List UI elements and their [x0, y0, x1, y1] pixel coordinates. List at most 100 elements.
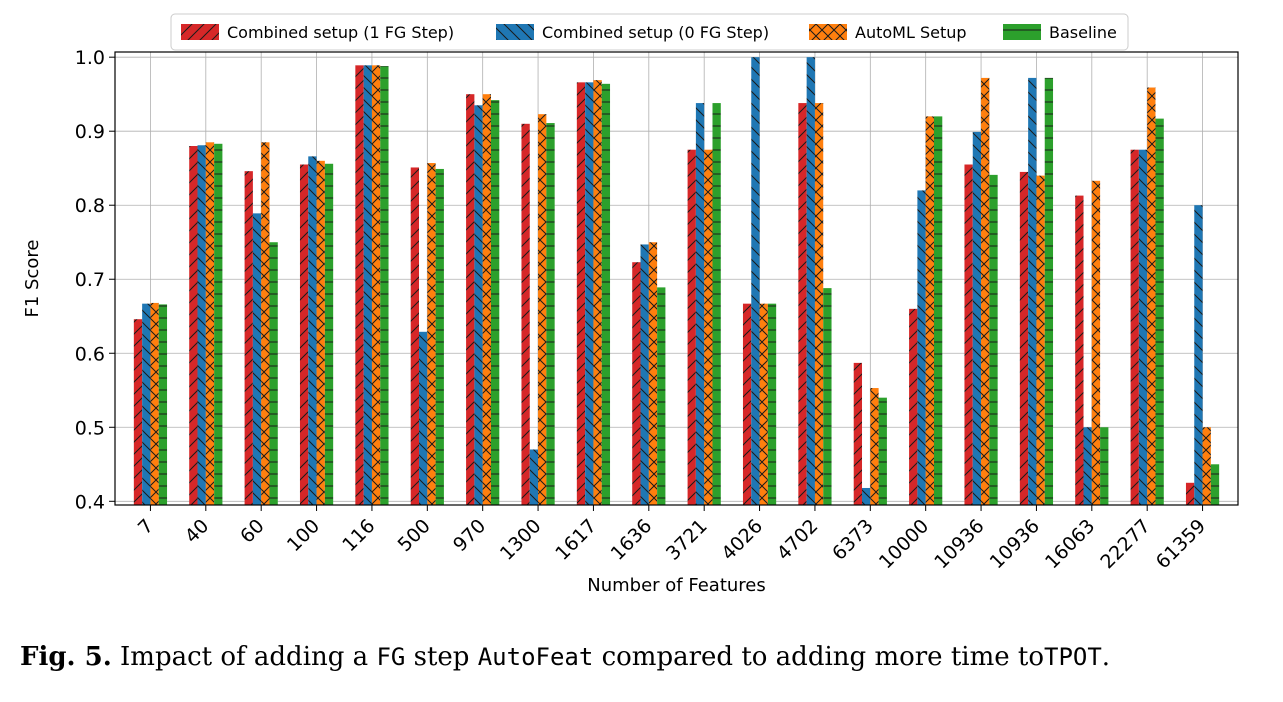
bar-combined-setup-1-fg-step [355, 65, 364, 505]
bar-baseline [324, 163, 334, 506]
bar-automl-setup [482, 94, 491, 506]
bar-combined-setup-1-fg-step [133, 319, 143, 505]
bars [133, 57, 1220, 506]
legend-swatch [181, 24, 219, 40]
bar-combined-setup-1-fg-step [742, 303, 752, 505]
x-tick-label: 40 [181, 515, 214, 548]
bar-combined-setup-0-fg-step [1083, 427, 1092, 505]
x-tick-label: 4026 [717, 515, 767, 565]
bar-automl-setup [1147, 87, 1156, 505]
bar-combined-setup-0-fg-step [252, 213, 262, 506]
x-tick-label: 1300 [496, 515, 546, 565]
x-tick-label: 116 [338, 515, 379, 556]
bar-automl-setup [1091, 180, 1101, 505]
bar-automl-setup [759, 303, 768, 505]
figure-caption: Fig. 5. Impact of adding a FG step AutoF… [20, 642, 1270, 672]
bar-automl-setup [427, 163, 436, 505]
bar-combined-setup-0-fg-step [640, 244, 649, 505]
legend-label: AutoML Setup [855, 23, 967, 42]
bar-automl-setup [981, 77, 990, 505]
legend-label: Baseline [1049, 23, 1117, 42]
bar-baseline [490, 100, 500, 506]
bar-baseline [1100, 427, 1109, 505]
bar-baseline [435, 168, 444, 505]
x-tick-label: 500 [394, 515, 435, 556]
bar-baseline [601, 83, 611, 505]
x-tick-label: 1617 [551, 515, 601, 565]
bar-baseline [1155, 118, 1164, 505]
bar-combined-setup-0-fg-step [1194, 205, 1203, 505]
y-axis-label: F1 Score [22, 240, 43, 318]
bar-combined-setup-0-fg-step [695, 103, 705, 505]
x-tick-label: 22277 [1096, 515, 1154, 573]
bar-automl-setup [261, 142, 270, 505]
bar-chart: 0.40.50.60.70.80.91.0 7 40 60 100 116 500 970 1… [22, 13, 1239, 596]
bar-automl-setup [316, 160, 325, 505]
bar-combined-setup-1-fg-step [1185, 482, 1195, 505]
bar-automl-setup [1202, 427, 1211, 505]
bar-baseline [214, 143, 223, 506]
bar-combined-setup-1-fg-step [189, 146, 198, 506]
x-tick-label: 6373 [828, 515, 878, 565]
bar-combined-setup-1-fg-step [853, 362, 863, 505]
bar-baseline [878, 397, 887, 505]
y-tick-label: 0.6 [75, 343, 105, 365]
y-tick-label: 0.7 [75, 269, 105, 291]
x-axis-ticks: 7 40 60 100 116 500 970 1300 1617 1636 3721 4026 470… [134, 505, 1210, 573]
bar-combined-setup-1-fg-step [576, 82, 586, 506]
bar-automl-setup [1036, 175, 1045, 506]
bar-combined-setup-0-fg-step [197, 145, 206, 505]
bar-baseline [158, 304, 168, 505]
bar-baseline [269, 242, 278, 505]
legend: Combined setup (1 FG Step) Combined setup… [170, 13, 1129, 51]
y-tick-label: 0.8 [75, 195, 105, 217]
bar-combined-setup-1-fg-step [632, 262, 641, 505]
x-tick-label: 970 [449, 515, 490, 556]
bar-baseline [767, 303, 777, 505]
caption-label: Fig. 5. [20, 642, 112, 672]
x-tick-label: 3721 [662, 515, 712, 565]
x-tick-label: 60 [236, 515, 269, 548]
bar-automl-setup [648, 242, 658, 505]
caption-text-2: step [413, 642, 470, 672]
bar-combined-setup-0-fg-step [1138, 149, 1148, 506]
bar-baseline [546, 123, 555, 505]
x-tick-label: 10000 [875, 515, 933, 573]
bar-baseline [1210, 464, 1220, 505]
x-tick-label: 100 [283, 515, 324, 556]
x-tick-label: 4702 [773, 515, 823, 565]
bar-combined-setup-0-fg-step [529, 449, 539, 505]
legend-swatch [809, 24, 847, 40]
bar-automl-setup [205, 142, 215, 505]
bar-combined-setup-1-fg-step [1019, 171, 1029, 506]
x-tick-label: 1636 [607, 515, 657, 565]
legend-box [170, 13, 1129, 51]
bar-combined-setup-0-fg-step [419, 331, 428, 505]
bar-combined-setup-1-fg-step [299, 164, 309, 505]
x-tick-label: 10936 [986, 515, 1044, 573]
y-tick-label: 0.9 [75, 121, 105, 143]
y-tick-label: 0.4 [75, 491, 105, 513]
bar-combined-setup-0-fg-step [142, 303, 151, 505]
bar-combined-setup-0-fg-step [308, 156, 317, 505]
bar-combined-setup-0-fg-step [363, 65, 372, 505]
bar-baseline [933, 116, 943, 505]
bar-baseline [1044, 77, 1054, 505]
y-tick-label: 1.0 [75, 47, 105, 69]
bar-combined-setup-0-fg-step [972, 131, 982, 506]
bar-baseline [712, 103, 721, 505]
bar-combined-setup-0-fg-step [751, 57, 760, 506]
x-tick-label: 10936 [930, 515, 988, 573]
bar-combined-setup-1-fg-step [798, 103, 807, 505]
bar-combined-setup-1-fg-step [244, 171, 253, 505]
bar-combined-setup-0-fg-step [806, 57, 815, 506]
bar-combined-setup-1-fg-step [1075, 195, 1084, 506]
bar-automl-setup [371, 65, 381, 505]
legend-label: Combined setup (0 FG Step) [542, 23, 769, 42]
x-axis-label: Number of Features [587, 575, 766, 596]
bar-combined-setup-1-fg-step [687, 149, 696, 506]
bar-combined-setup-1-fg-step [410, 167, 420, 505]
bar-automl-setup [150, 302, 159, 505]
caption-text-4: . [1101, 642, 1111, 672]
caption-text-1: Impact of adding a [120, 642, 369, 672]
